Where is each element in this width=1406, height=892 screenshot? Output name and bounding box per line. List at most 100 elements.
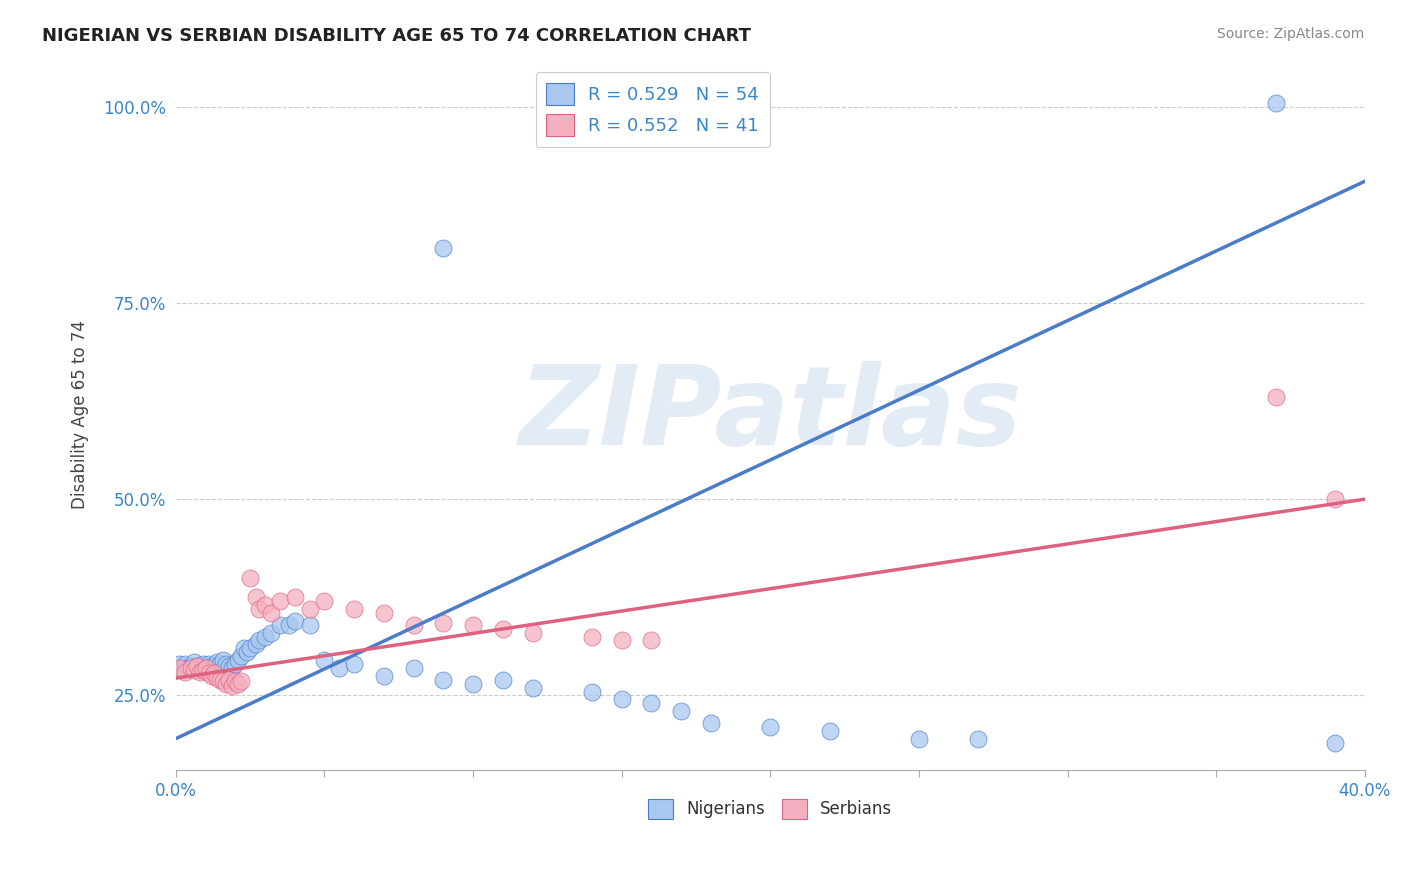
Point <box>218 658 240 673</box>
Point <box>759 720 782 734</box>
Point <box>186 659 208 673</box>
Point <box>328 661 350 675</box>
Point <box>224 674 246 689</box>
Point <box>218 673 240 687</box>
Point <box>200 669 222 683</box>
Point <box>314 653 336 667</box>
Point <box>245 637 267 651</box>
Point <box>207 656 229 670</box>
Point <box>197 666 219 681</box>
Point <box>221 661 243 675</box>
Point <box>173 665 195 679</box>
Point <box>669 704 692 718</box>
Point <box>343 602 366 616</box>
Point <box>253 630 276 644</box>
Point <box>298 617 321 632</box>
Point <box>610 692 633 706</box>
Point <box>209 673 232 687</box>
Point <box>177 661 200 675</box>
Point <box>186 658 208 673</box>
Point <box>402 661 425 675</box>
Point <box>200 658 222 673</box>
Point <box>522 625 544 640</box>
Text: ZIPatlas: ZIPatlas <box>519 361 1022 468</box>
Point <box>209 657 232 671</box>
Point <box>277 617 299 632</box>
Point <box>373 606 395 620</box>
Point <box>233 641 256 656</box>
Point <box>492 622 515 636</box>
Point <box>197 657 219 671</box>
Point <box>818 723 841 738</box>
Point <box>640 633 662 648</box>
Point <box>373 669 395 683</box>
Point <box>239 571 262 585</box>
Point <box>226 653 249 667</box>
Point <box>226 676 249 690</box>
Point <box>188 665 211 679</box>
Point <box>461 617 484 632</box>
Point <box>236 645 259 659</box>
Point <box>245 591 267 605</box>
Point <box>204 661 226 675</box>
Point <box>167 657 190 671</box>
Point <box>314 594 336 608</box>
Point <box>700 715 723 730</box>
Point <box>461 676 484 690</box>
Point <box>1324 735 1347 749</box>
Point <box>191 657 214 671</box>
Point <box>1264 390 1286 404</box>
Text: Source: ZipAtlas.com: Source: ZipAtlas.com <box>1216 27 1364 41</box>
Point <box>194 661 217 675</box>
Point <box>231 674 253 689</box>
Point <box>247 602 270 616</box>
Point <box>194 661 217 675</box>
Point <box>215 676 238 690</box>
Point <box>191 663 214 677</box>
Point <box>260 625 283 640</box>
Point <box>170 661 193 675</box>
Point <box>640 696 662 710</box>
Point <box>492 673 515 687</box>
Point <box>224 657 246 671</box>
Point <box>212 674 235 689</box>
Point <box>1324 492 1347 507</box>
Point <box>1264 95 1286 110</box>
Legend: Nigerians, Serbians: Nigerians, Serbians <box>641 792 898 826</box>
Point <box>967 731 990 746</box>
Point <box>269 594 291 608</box>
Point <box>215 657 238 671</box>
Point <box>204 666 226 681</box>
Point <box>212 653 235 667</box>
Point <box>522 681 544 695</box>
Point <box>284 591 307 605</box>
Point <box>239 641 262 656</box>
Y-axis label: Disability Age 65 to 74: Disability Age 65 to 74 <box>72 320 89 509</box>
Point <box>581 630 603 644</box>
Point <box>253 598 276 612</box>
Point <box>908 731 931 746</box>
Point <box>221 679 243 693</box>
Point <box>231 649 253 664</box>
Point <box>180 658 202 673</box>
Point <box>432 673 454 687</box>
Point <box>298 602 321 616</box>
Point <box>581 684 603 698</box>
Point <box>173 657 195 671</box>
Point <box>207 671 229 685</box>
Point <box>247 633 270 648</box>
Point <box>188 663 211 677</box>
Point <box>610 633 633 648</box>
Point <box>402 617 425 632</box>
Point <box>284 614 307 628</box>
Point <box>183 656 205 670</box>
Point <box>180 661 202 675</box>
Point <box>432 616 454 631</box>
Point <box>183 663 205 677</box>
Text: NIGERIAN VS SERBIAN DISABILITY AGE 65 TO 74 CORRELATION CHART: NIGERIAN VS SERBIAN DISABILITY AGE 65 TO… <box>42 27 751 45</box>
Point <box>343 657 366 671</box>
Point <box>260 606 283 620</box>
Point <box>269 617 291 632</box>
Point <box>167 661 190 675</box>
Point <box>432 241 454 255</box>
